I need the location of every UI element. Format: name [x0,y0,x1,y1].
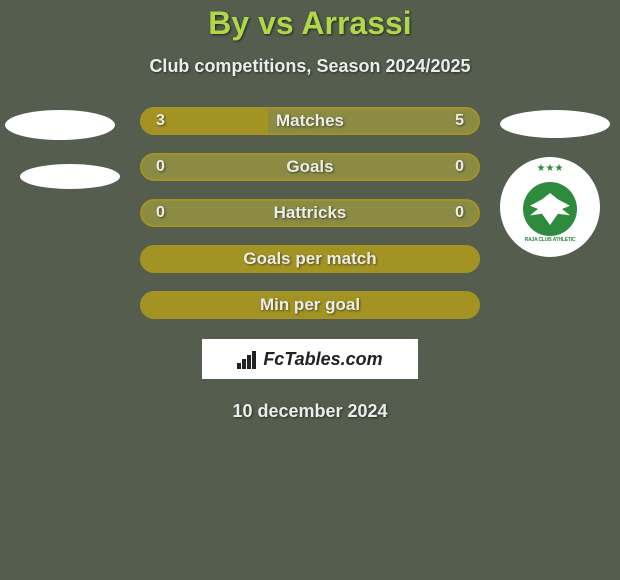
team-right-shape-1 [500,110,610,138]
stat-label: Matches [142,111,478,131]
stat-row: Goals per match [140,245,480,273]
stat-label: Goals per match [142,249,478,269]
crest-star-icon: ★★★ [537,163,564,174]
stat-row: Min per goal [140,291,480,319]
stat-row: 3Matches5 [140,107,480,135]
crest-text: RAJA CLUB ATHLETIC [525,237,576,243]
team-left-shape-1 [5,110,115,140]
stat-right-value: 0 [455,204,464,222]
crest-eagle-icon [523,182,577,236]
stat-right-value: 5 [455,112,464,130]
team-left-shape-2 [20,164,120,189]
page-root: By vs Arrassi Club competitions, Season … [0,0,620,580]
footer-date: 10 december 2024 [0,401,620,422]
stat-label: Hattricks [142,203,478,223]
page-subtitle: Club competitions, Season 2024/2025 [0,56,620,77]
page-title: By vs Arrassi [0,5,620,42]
stat-label: Goals [142,157,478,177]
branding-chart-icon [237,349,259,369]
stat-label: Min per goal [142,295,478,315]
stat-row: 0Hattricks0 [140,199,480,227]
stat-right-value: 0 [455,158,464,176]
branding-text: FcTables.com [263,349,382,370]
branding-box: FcTables.com [202,339,418,379]
crest-container: ★★★ RAJA CLUB ATHLETIC [500,157,600,257]
stat-row: 0Goals0 [140,153,480,181]
stat-rows: 3Matches50Goals00Hattricks0Goals per mat… [140,107,480,319]
team-right-crest: ★★★ RAJA CLUB ATHLETIC [500,157,600,257]
content-area: ★★★ RAJA CLUB ATHLETIC 3Matches50Goals00… [0,107,620,319]
